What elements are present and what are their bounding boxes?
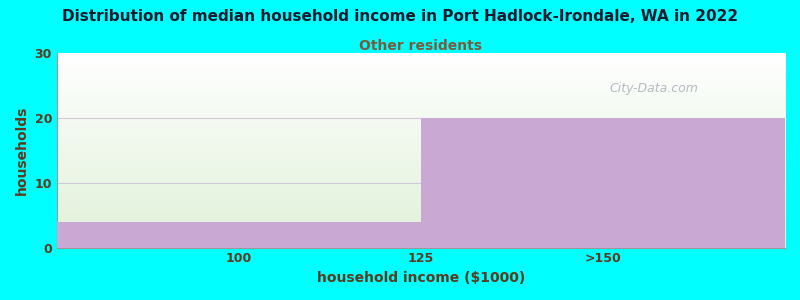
Bar (421, 118, 785, 248)
X-axis label: household income ($1000): household income ($1000) (317, 271, 525, 285)
Bar (57, 222, 421, 247)
Title: Other residents: Other residents (359, 39, 482, 53)
Text: City-Data.com: City-Data.com (610, 82, 698, 94)
Y-axis label: households: households (15, 106, 29, 195)
Text: Distribution of median household income in Port Hadlock-Irondale, WA in 2022: Distribution of median household income … (62, 9, 738, 24)
